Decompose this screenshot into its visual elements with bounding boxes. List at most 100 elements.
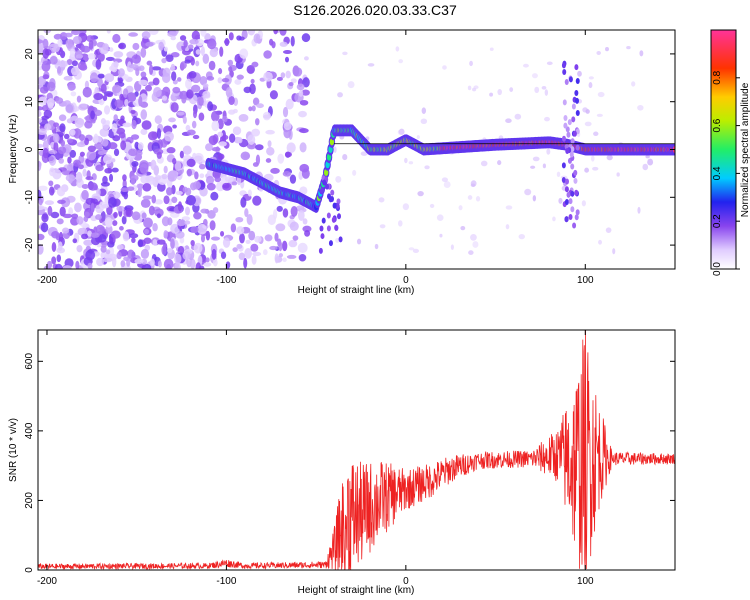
heatmap-noise-cell xyxy=(47,81,56,92)
heatmap-noise-cell xyxy=(468,250,474,255)
heatmap-noise-cell xyxy=(252,251,262,257)
heatmap-noise-cell xyxy=(238,113,249,122)
heatmap-noise-cell xyxy=(134,258,144,265)
heatmap-noise-cell xyxy=(191,84,201,93)
heatmap-noise-cell xyxy=(118,77,123,83)
colorbar-tick-label: 0.4 xyxy=(712,166,723,180)
heatmap-noise-cell xyxy=(282,208,289,218)
heatmap-noise-cell xyxy=(38,244,44,255)
heatmap-noise-cell xyxy=(211,120,220,132)
heatmap-noise-cell xyxy=(612,248,616,255)
heatmap-noise-cell xyxy=(78,134,86,141)
heatmap-noise-cell xyxy=(273,30,279,35)
heatmap-noise-cell xyxy=(69,149,77,158)
heatmap-noise-cell xyxy=(255,154,261,166)
heatmap-noise-cell xyxy=(118,68,125,77)
heatmap-noise-cell xyxy=(202,53,210,65)
heatmap-noise-cell xyxy=(301,33,311,43)
heatmap-noise-cell xyxy=(299,186,308,195)
heatmap-noise-cell xyxy=(51,256,57,265)
y-tick-label: 20 xyxy=(24,48,35,60)
heatmap-noise-cell xyxy=(283,127,292,139)
heatmap-noise-cell xyxy=(325,183,330,190)
heatmap-noise-cell xyxy=(243,257,248,269)
heatmap-noise-cell xyxy=(416,135,420,140)
heatmap-noise-cell xyxy=(568,213,573,220)
heatmap-noise-cell xyxy=(442,65,447,70)
heatmap-noise-cell xyxy=(282,257,287,263)
heatmap-noise-cell xyxy=(562,69,567,76)
heatmap-noise-cell xyxy=(174,160,182,172)
heatmap-noise-cell xyxy=(637,206,641,214)
heatmap-noise-cell xyxy=(286,142,296,154)
heatmap-noise-cell xyxy=(218,141,227,147)
heatmap-noise-cell xyxy=(217,153,225,160)
heatmap-noise-cell xyxy=(172,124,177,129)
heatmap-noise-cell xyxy=(38,61,42,66)
heatmap-noise-cell xyxy=(75,171,83,183)
heatmap-noise-cell xyxy=(172,86,181,94)
heatmap-noise-cell xyxy=(263,249,268,256)
heatmap-noise-cell xyxy=(274,232,279,242)
heatmap-noise-cell xyxy=(38,110,42,117)
heatmap-noise-cell xyxy=(575,78,580,85)
heatmap-noise-cell xyxy=(470,183,476,188)
heatmap-noise-cell xyxy=(270,167,280,174)
heatmap-noise-cell xyxy=(276,76,283,81)
heatmap-noise-cell xyxy=(100,118,106,125)
heatmap-noise-cell xyxy=(105,224,113,234)
heatmap-noise-cell xyxy=(397,129,405,136)
heatmap-noise-cell xyxy=(57,241,63,252)
colorbar-ticks: 0.0 0.2 0.4 0.6 0.8 xyxy=(712,70,740,276)
heatmap-noise-cell xyxy=(59,206,66,217)
heatmap-noise-cell xyxy=(265,158,272,163)
heatmap-noise-cell xyxy=(247,134,256,145)
heatmap-noise-cell xyxy=(102,94,108,102)
heatmap-noise-cell xyxy=(296,83,305,91)
heatmap-noise-cell xyxy=(106,30,111,34)
heatmap-noise-cell xyxy=(170,238,175,250)
heatmap-noise-cell xyxy=(443,181,451,189)
heatmap-noise-cell xyxy=(57,38,63,48)
heatmap-noise-cell xyxy=(335,202,340,209)
heatmap-noise-cell xyxy=(93,92,104,101)
heatmap-noise-cell xyxy=(49,43,60,48)
heatmap-noise-cell xyxy=(475,196,481,202)
heatmap-noise-cell xyxy=(534,86,540,94)
heatmap-noise-cell xyxy=(252,195,262,206)
heatmap-noise-cell xyxy=(251,105,256,112)
heatmap-noise-cell xyxy=(250,78,255,84)
heatmap-noise-cell xyxy=(298,128,309,134)
heatmap-noise-cell xyxy=(561,162,566,169)
heatmap-noise-cell xyxy=(336,213,341,220)
heatmap-noise-cell xyxy=(208,60,216,71)
heatmap-noise-cell xyxy=(48,150,58,155)
heatmap-noise-cell xyxy=(211,248,217,260)
heatmap-noise-cell xyxy=(102,154,113,165)
heatmap-noise-cell xyxy=(280,72,286,79)
heatmap-noise-cell xyxy=(174,253,182,265)
heatmap-noise-cell xyxy=(565,178,570,185)
heatmap-noise-cell xyxy=(72,238,78,244)
heatmap-noise-cell xyxy=(570,163,575,170)
heatmap-noise-cell xyxy=(60,139,66,147)
heatmap-noise-cell xyxy=(645,154,650,159)
heatmap-noise-cell xyxy=(480,160,488,167)
heatmap-noise-cell xyxy=(230,223,237,233)
colorbar-tick-label: 0.8 xyxy=(712,70,723,84)
heatmap-noise-cell xyxy=(86,35,95,42)
snr-panel: -200 -100 0 100 0 200 400 600 Height of straigh… xyxy=(8,329,676,596)
heatmap-noise-cell xyxy=(167,247,173,254)
heatmap-noise-cell xyxy=(53,122,60,128)
heatmap-noise-cell xyxy=(566,191,571,198)
heatmap-noise-cell xyxy=(320,233,325,240)
heatmap-noise-cell xyxy=(289,221,299,231)
heatmap-noise-cell xyxy=(239,233,245,244)
heatmap-noise-cell xyxy=(222,237,231,248)
heatmap-noise-cell xyxy=(108,197,117,208)
heatmap-noise-cell xyxy=(116,251,122,260)
heatmap-noise-cell xyxy=(206,38,217,50)
heatmap-noise-cell xyxy=(207,101,214,112)
snr-x-axis-label: Height of straight line (km) xyxy=(298,585,415,596)
heatmap-noise-cell xyxy=(97,77,103,88)
